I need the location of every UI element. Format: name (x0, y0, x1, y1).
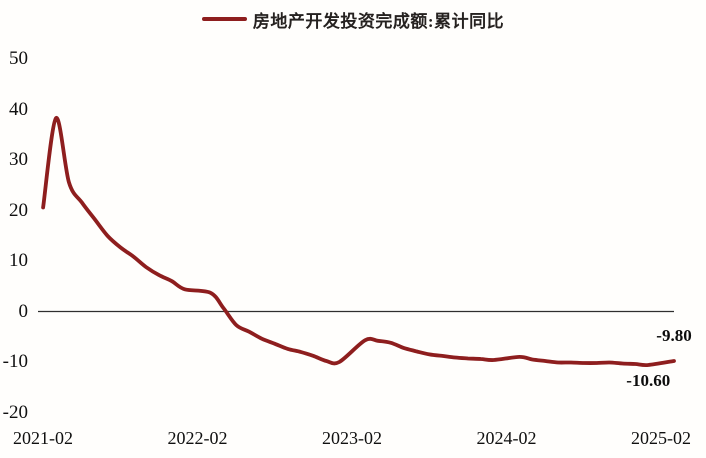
legend-line-swatch (201, 17, 247, 21)
y-tick-label: 0 (18, 300, 29, 322)
y-tick-label: 30 (9, 149, 28, 170)
y-tick-label: 20 (9, 199, 28, 221)
y-tick-label: -20 (2, 401, 28, 423)
y-tick-label: 50 (9, 48, 28, 69)
x-tick-label: 2022-02 (167, 428, 228, 448)
y-tick-label: -10 (2, 351, 28, 372)
x-tick-label: 2021-02 (13, 428, 73, 448)
y-tick-label: 10 (9, 250, 28, 271)
data-label-latest-value: -9.80 (656, 325, 692, 345)
x-tick-label: 2023-02 (322, 428, 382, 448)
x-tick-label: 2025-02 (631, 428, 691, 448)
legend: 房地产开发投资完成额:累计同比 (0, 7, 706, 31)
data-label-min-value: -10.60 (626, 371, 671, 391)
legend-label: 房地产开发投资完成额:累计同比 (252, 11, 505, 31)
series-line (41, 116, 676, 368)
x-tick-label: 2024-02 (476, 428, 537, 448)
y-tick-label: 40 (9, 98, 28, 120)
